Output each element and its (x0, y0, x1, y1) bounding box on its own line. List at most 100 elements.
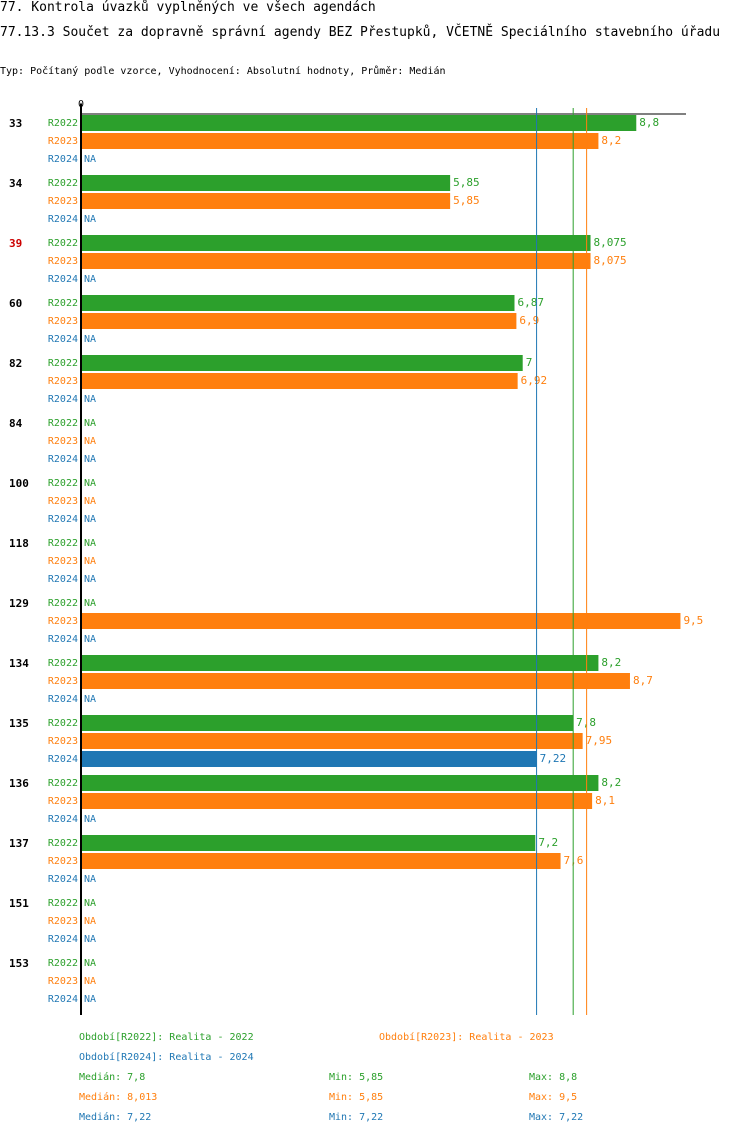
series-label: R2023 (48, 796, 78, 807)
bar (82, 355, 523, 371)
group-label: 153 (9, 957, 29, 970)
stat-max: Max: 9,5 (529, 1092, 577, 1103)
bar-value-label: 7,8 (576, 716, 596, 729)
series-label: R2023 (48, 916, 78, 927)
series-label: R2023 (48, 856, 78, 867)
bar (82, 115, 637, 131)
na-label: NA (84, 976, 96, 987)
series-label: R2024 (48, 574, 78, 585)
series-label: R2022 (48, 478, 78, 489)
series-label: R2022 (48, 298, 78, 309)
na-label: NA (84, 994, 96, 1005)
series-label: R2022 (48, 118, 78, 129)
bar-value-label: 8,2 (601, 134, 621, 147)
na-label: NA (84, 514, 96, 525)
bar-value-label: 8,2 (601, 656, 621, 669)
stat-min: Min: 5,85 (329, 1092, 383, 1103)
na-label: NA (84, 478, 96, 489)
series-label: R2023 (48, 976, 78, 987)
na-label: NA (84, 496, 96, 507)
stat-median: Medián: 7,22 (79, 1111, 151, 1123)
bar-value-label: 7,2 (538, 836, 558, 849)
series-label: R2022 (48, 178, 78, 189)
legend-entry: Období[R2022]: Realita - 2022 (79, 1031, 254, 1043)
series-label: R2023 (48, 376, 78, 387)
na-label: NA (84, 634, 96, 645)
series-label: R2023 (48, 616, 78, 627)
bar-value-label: 5,85 (453, 194, 480, 207)
bar (82, 193, 451, 209)
bar (82, 175, 451, 191)
series-label: R2022 (48, 718, 78, 729)
stat-max: Max: 7,22 (529, 1112, 583, 1123)
group-label: 100 (9, 477, 29, 490)
bar (82, 373, 518, 389)
series-label: R2022 (48, 838, 78, 849)
bar-value-label: 7 (526, 356, 533, 369)
stat-max: Max: 8,8 (529, 1072, 577, 1083)
series-label: R2024 (48, 754, 78, 765)
na-label: NA (84, 334, 96, 345)
series-label: R2023 (48, 316, 78, 327)
series-label: R2024 (48, 994, 78, 1005)
series-label: R2023 (48, 676, 78, 687)
series-label: R2024 (48, 394, 78, 405)
bar (82, 313, 517, 329)
series-label: R2022 (48, 958, 78, 969)
bar-value-label: 8,075 (594, 254, 627, 267)
bar (82, 715, 574, 731)
bar-value-label: 5,85 (453, 176, 480, 189)
bar-value-label: 8,7 (633, 674, 653, 687)
bar (82, 253, 591, 269)
bar-value-label: 8,1 (595, 794, 615, 807)
na-label: NA (84, 214, 96, 225)
bar-value-label: 6,87 (517, 296, 544, 309)
bar-value-label: 6,9 (519, 314, 539, 327)
series-label: R2022 (48, 418, 78, 429)
na-label: NA (84, 598, 96, 609)
series-label: R2022 (48, 658, 78, 669)
bar-value-label: 8,8 (639, 116, 659, 129)
bar (82, 793, 593, 809)
na-label: NA (84, 958, 96, 969)
group-label: 134 (9, 657, 29, 670)
series-label: R2024 (48, 874, 78, 885)
chart-title: 77. Kontrola úvazků vyplněných ve všech … (0, 0, 376, 15)
na-label: NA (84, 556, 96, 567)
series-label: R2024 (48, 514, 78, 525)
series-label: R2023 (48, 556, 78, 567)
na-label: NA (84, 814, 96, 825)
na-label: NA (84, 694, 96, 705)
series-label: R2023 (48, 256, 78, 267)
series-label: R2023 (48, 136, 78, 147)
group-label: 129 (9, 597, 29, 610)
group-label: 60 (9, 297, 22, 310)
legend-entry: Období[R2024]: Realita - 2024 (79, 1051, 254, 1063)
na-label: NA (84, 874, 96, 885)
na-label: NA (84, 538, 96, 549)
bar (82, 655, 599, 671)
bar (82, 853, 561, 869)
stat-min: Min: 7,22 (329, 1112, 383, 1123)
series-label: R2024 (48, 214, 78, 225)
na-label: NA (84, 574, 96, 585)
group-label: 135 (9, 717, 29, 730)
series-label: R2024 (48, 274, 78, 285)
series-label: R2022 (48, 538, 78, 549)
bar-value-label: 6,92 (521, 374, 548, 387)
na-label: NA (84, 274, 96, 285)
series-label: R2023 (48, 436, 78, 447)
na-label: NA (84, 436, 96, 447)
na-label: NA (84, 916, 96, 927)
bar-value-label: 8,075 (594, 236, 627, 249)
group-label: 33 (9, 117, 22, 130)
group-label: 39 (9, 237, 22, 250)
na-label: NA (84, 934, 96, 945)
series-label: R2022 (48, 598, 78, 609)
na-label: NA (84, 394, 96, 405)
bar (82, 751, 537, 767)
na-label: NA (84, 898, 96, 909)
series-label: R2024 (48, 814, 78, 825)
na-label: NA (84, 418, 96, 429)
